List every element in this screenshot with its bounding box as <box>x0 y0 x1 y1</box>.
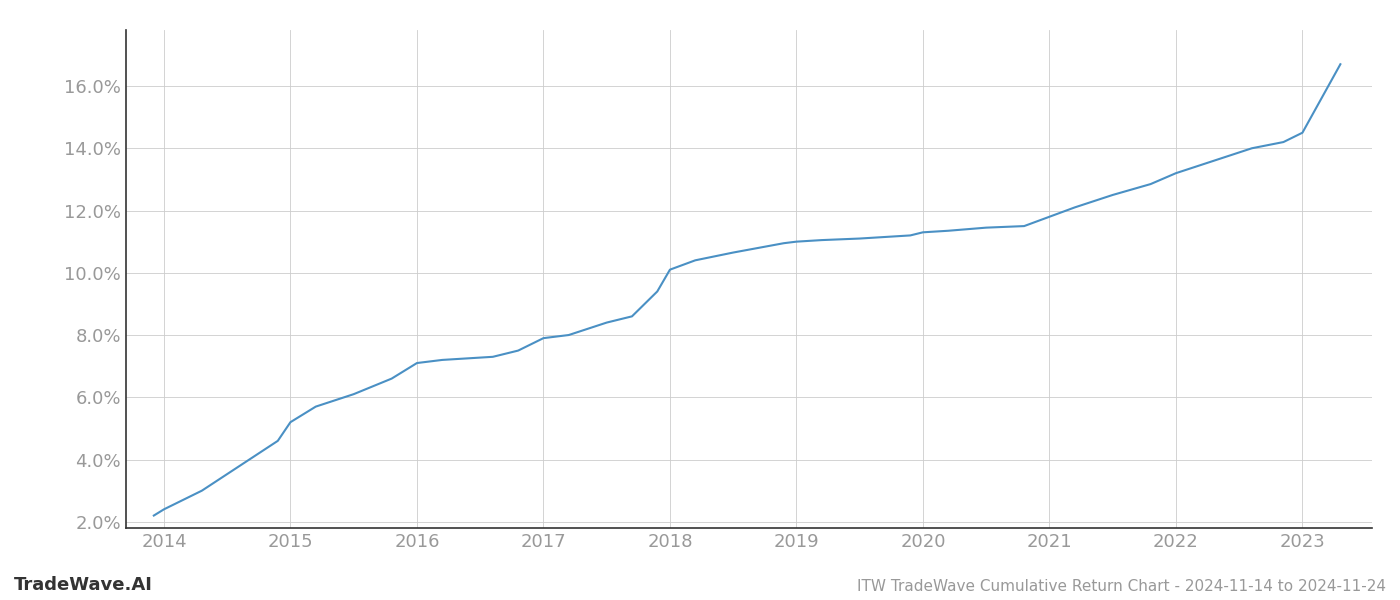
Text: TradeWave.AI: TradeWave.AI <box>14 576 153 594</box>
Text: ITW TradeWave Cumulative Return Chart - 2024-11-14 to 2024-11-24: ITW TradeWave Cumulative Return Chart - … <box>857 579 1386 594</box>
